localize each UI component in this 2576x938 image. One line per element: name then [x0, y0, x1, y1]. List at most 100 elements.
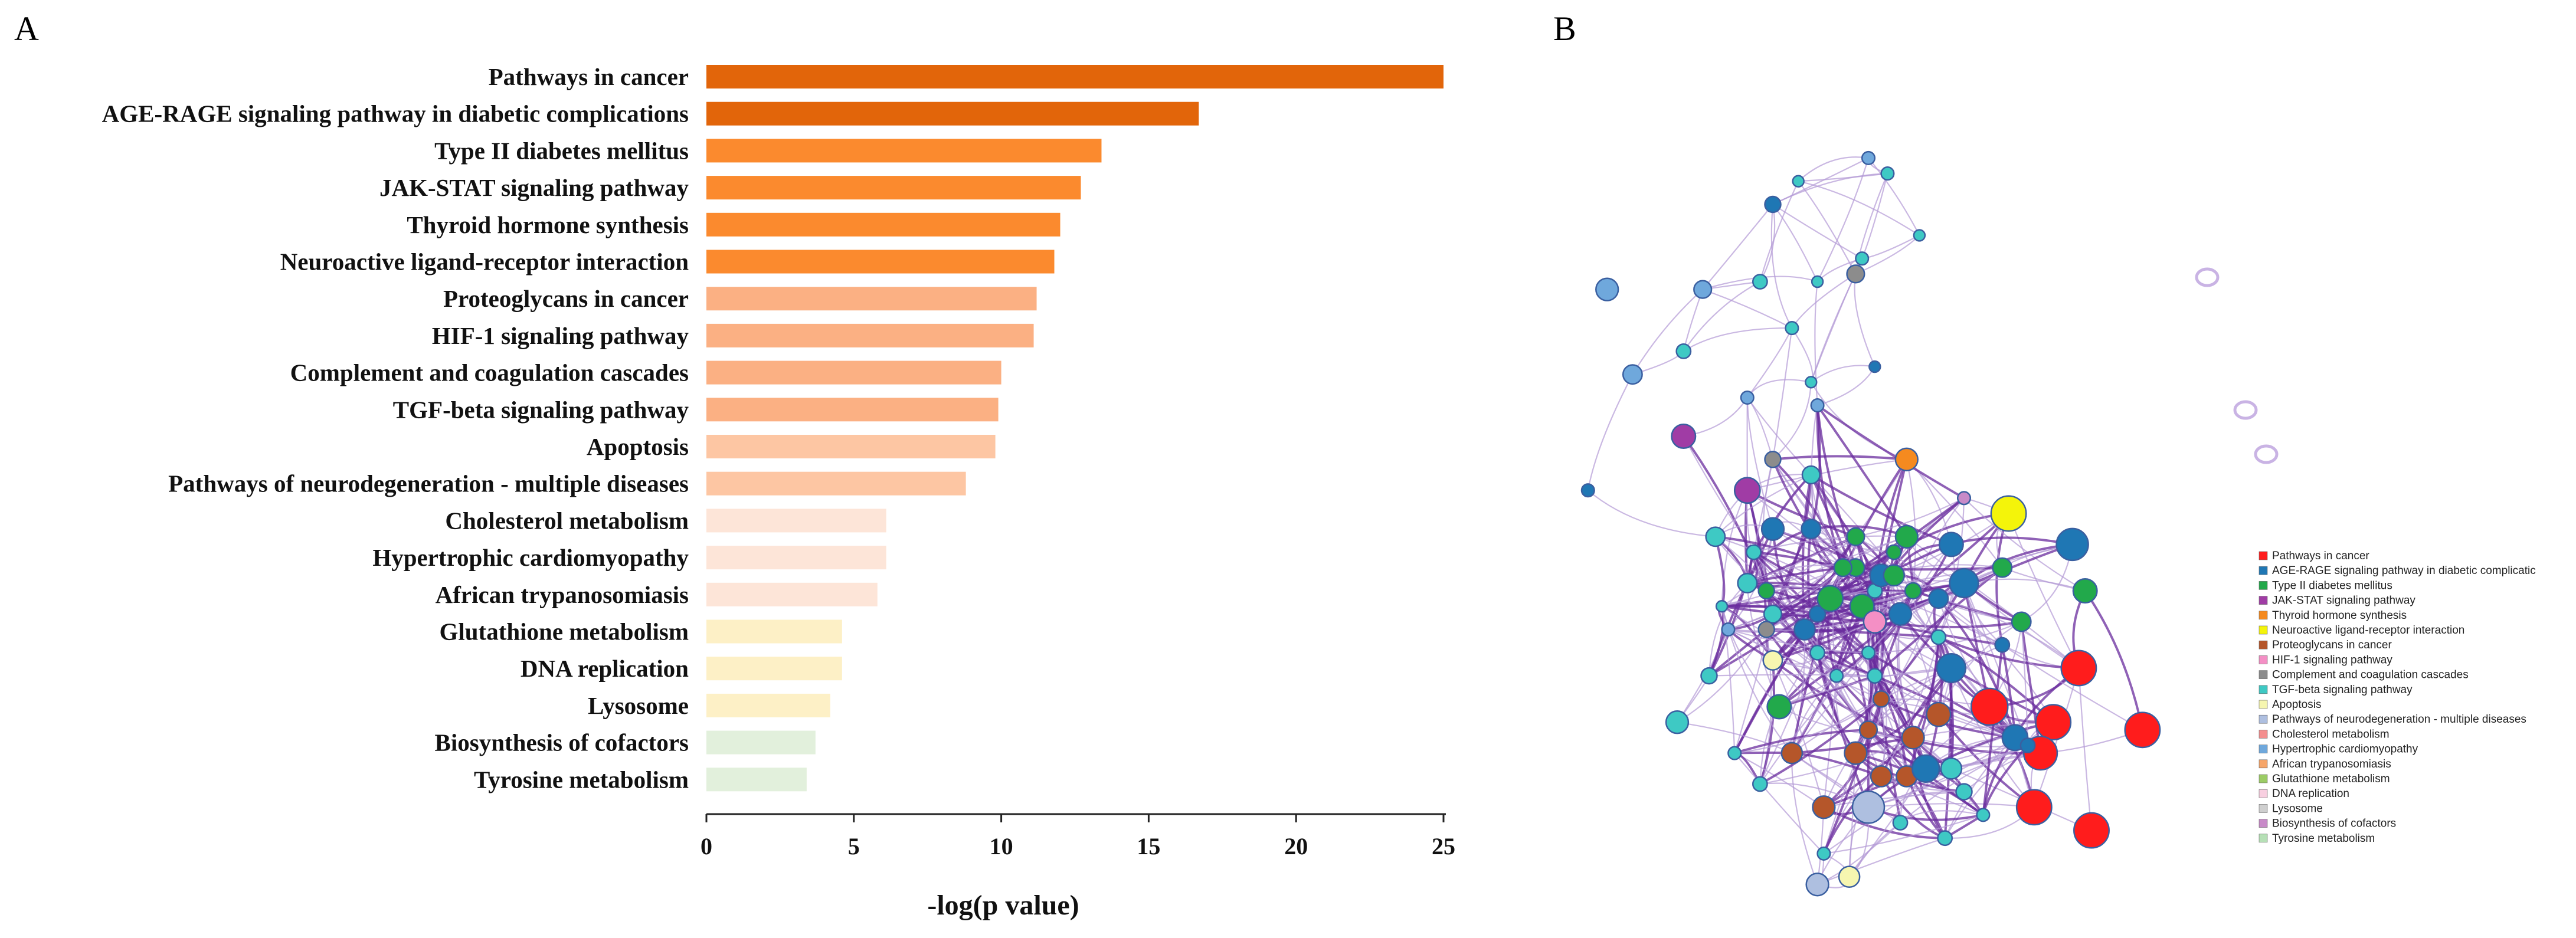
- network-node: [1905, 583, 1921, 599]
- network-node: [1793, 176, 1804, 187]
- network-node: [1811, 399, 1824, 412]
- network-node: [1937, 654, 1966, 683]
- network-node: [1889, 603, 1911, 625]
- category-label: Lysosome: [588, 692, 689, 719]
- legend-swatch: [2259, 655, 2267, 664]
- legend-label: Complement and coagulation cascades: [2272, 669, 2469, 681]
- x-tick-label: 10: [990, 833, 1013, 860]
- network-node: [1763, 651, 1782, 670]
- bar-20: [706, 768, 807, 791]
- category-label: DNA replication: [521, 655, 689, 682]
- network-edge: [1773, 328, 1792, 460]
- bar-5: [706, 213, 1060, 237]
- network-node: [1677, 344, 1691, 358]
- network-node: [1971, 688, 2008, 725]
- network-edge: [2079, 668, 2091, 831]
- network-node: [1845, 742, 1867, 765]
- network-node: [1950, 569, 1979, 598]
- bar-17: [706, 657, 842, 680]
- network-node: [2073, 579, 2097, 603]
- network-node: [1812, 276, 1823, 287]
- bar-3: [706, 139, 1101, 162]
- legend-label: Pathways of neurodegeneration - multiple…: [2272, 713, 2526, 726]
- legend-label: Lysosome: [2272, 802, 2323, 815]
- network-node: [1852, 791, 1884, 823]
- legend-label: African trypanosomiasis: [2272, 758, 2391, 770]
- network-node: [1993, 558, 2012, 577]
- bar-10: [706, 398, 999, 421]
- network-node: [1937, 831, 1952, 845]
- network-nodes: [1582, 152, 2160, 896]
- legend-swatch: [2259, 552, 2267, 560]
- network-node: [1855, 252, 1868, 265]
- network-edge: [1773, 456, 1907, 459]
- bar-18: [706, 694, 830, 717]
- bar-12: [706, 472, 966, 496]
- network-node: [1862, 152, 1875, 165]
- network-edge: [1862, 235, 1919, 258]
- legend-label: AGE-RAGE signaling pathway in diabetic c…: [2272, 565, 2536, 577]
- network-edge: [1792, 328, 1812, 382]
- network-node: [1759, 583, 1775, 599]
- legend-label: Biosynthesis of cofactors: [2272, 818, 2396, 830]
- network-node: [1805, 376, 1816, 388]
- network-node: [1701, 668, 1717, 684]
- network-node: [1887, 545, 1901, 559]
- x-tick-label: 20: [1284, 833, 1308, 860]
- network-node: [1810, 645, 1824, 660]
- network-node: [1834, 559, 1852, 576]
- legend-label: JAK-STAT signaling pathway: [2272, 595, 2415, 607]
- category-label: Type II diabetes mellitus: [434, 137, 689, 164]
- legend-label: Apoptosis: [2272, 698, 2321, 711]
- legend-label: Glutathione metabolism: [2272, 773, 2390, 785]
- legend-label: Type II diabetes mellitus: [2272, 579, 2392, 592]
- network-node: [2061, 651, 2096, 686]
- network-node: [1929, 589, 1948, 608]
- network-node: [1956, 784, 1972, 800]
- network-node: [1995, 638, 2009, 652]
- category-label: Tyrosine metabolism: [474, 766, 689, 793]
- legend-swatch: [2259, 804, 2267, 812]
- network-node: [1759, 622, 1775, 638]
- network-node: [1706, 527, 1725, 546]
- network-node: [1765, 451, 1781, 467]
- legend-swatch: [2259, 745, 2267, 753]
- bar-19: [706, 731, 816, 755]
- network-node: [2021, 738, 2035, 752]
- legend-label: Neuroactive ligand-receptor interaction: [2272, 624, 2464, 637]
- bar-16: [706, 620, 842, 644]
- network-node: [1582, 484, 1595, 497]
- network-edge: [1855, 274, 1875, 366]
- network-self-loop: [2235, 402, 2256, 418]
- network-node: [1927, 703, 1951, 727]
- network-node: [1871, 766, 1891, 786]
- network-edge: [1811, 382, 1907, 460]
- legend-swatch: [2259, 775, 2267, 783]
- network-node: [1694, 281, 1711, 299]
- network-node: [1802, 520, 1821, 539]
- bar-6: [706, 250, 1055, 274]
- bar-8: [706, 324, 1034, 347]
- category-label: Biosynthesis of cofactors: [435, 729, 689, 756]
- bar-4: [706, 176, 1081, 199]
- network-edge: [1684, 328, 1792, 351]
- network-edge: [1747, 328, 1792, 398]
- network-edge: [1792, 274, 1855, 328]
- network-node: [1847, 528, 1865, 546]
- bar-14: [706, 546, 886, 569]
- network-node: [1896, 526, 1918, 548]
- network-node: [1734, 478, 1760, 503]
- legend-swatch: [2259, 596, 2267, 605]
- legend-swatch: [2259, 671, 2267, 679]
- network-node: [1884, 565, 1904, 586]
- network-edge: [1747, 398, 1773, 460]
- legend-swatch: [2259, 611, 2267, 619]
- x-tick-label: 15: [1137, 833, 1160, 860]
- legend-swatch: [2259, 730, 2267, 738]
- category-label: Apoptosis: [587, 433, 689, 460]
- category-label: Hypertrophic cardiomyopathy: [372, 544, 689, 571]
- network-node: [1762, 518, 1784, 540]
